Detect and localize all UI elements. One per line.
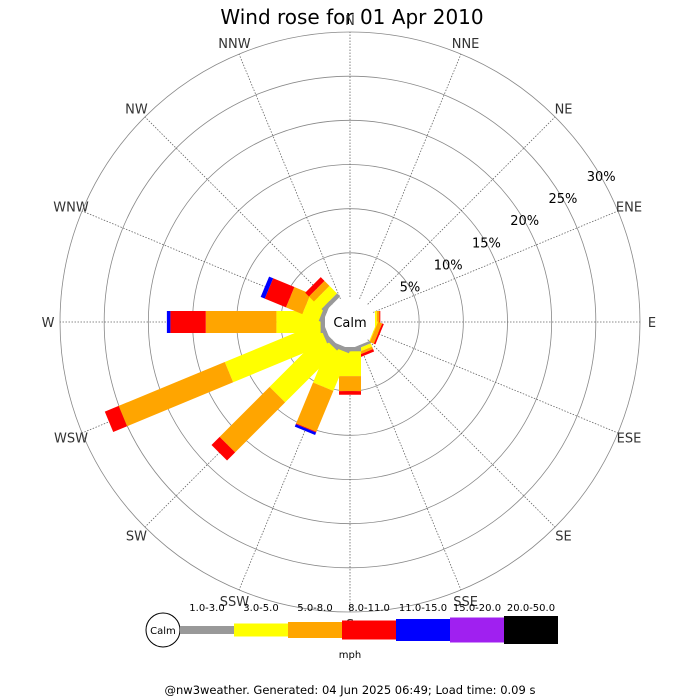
- wind-bar-segment: [313, 344, 349, 391]
- wind-bar-segment: [205, 311, 277, 333]
- ring-label: 20%: [510, 214, 539, 229]
- direction-label: N: [345, 14, 355, 29]
- wind-bar-segment: [166, 311, 171, 333]
- ring-label: 25%: [548, 192, 577, 207]
- wind-bar-segment: [373, 323, 384, 345]
- ring-label: 10%: [434, 258, 463, 273]
- wind-bar-segment: [368, 321, 379, 343]
- wind-bar-segment: [260, 276, 274, 299]
- direction-label: SE: [555, 530, 571, 545]
- grid-spoke: [372, 331, 619, 434]
- direction-label: WSW: [54, 432, 88, 447]
- speed-legend: Calm 1.0-3.0 3.0-5.0 5.0-8.0 8.0-11.0 11.0-15…: [145, 603, 558, 661]
- wind-bar-segment: [269, 335, 337, 403]
- legend-label: 8.0-11.0: [348, 603, 390, 614]
- calm-label: Calm: [333, 316, 366, 331]
- legend-swatch: [342, 620, 396, 640]
- wind-bar-segment: [308, 280, 330, 302]
- ring-label: 5%: [400, 280, 421, 295]
- grid-ring: [103, 75, 597, 569]
- footer-text: @nw3weather. Generated: 04 Jun 2025 06:4…: [165, 683, 536, 697]
- legend-label: 5.0-8.0: [297, 603, 332, 614]
- legend-swatch: [288, 622, 342, 638]
- wind-bar-segment: [313, 285, 337, 309]
- direction-label: NE: [555, 102, 573, 117]
- legend-swatch: [396, 619, 450, 641]
- legend-label: 15.0-20.0: [453, 603, 501, 614]
- legend-label: 3.0-5.0: [243, 603, 278, 614]
- wind-bar-segment: [118, 361, 234, 427]
- legend-swatch: [234, 623, 288, 637]
- wind-bar-segment: [104, 405, 128, 432]
- legend-calm-label: Calm: [150, 626, 176, 637]
- direction-label: E: [648, 316, 656, 331]
- legend-swatch: [450, 617, 504, 643]
- wind-bar-segment: [285, 287, 311, 315]
- grid-spoke: [144, 116, 333, 305]
- wind-bar-segment: [294, 424, 317, 435]
- legend-unit: mph: [339, 650, 361, 661]
- wind-bar-segment: [170, 311, 206, 333]
- wind-bar-segment: [296, 382, 334, 432]
- direction-label: NW: [125, 102, 148, 117]
- wind-bar-segment: [211, 436, 236, 461]
- chart-title: Wind rose for 01 Apr 2010: [220, 5, 483, 29]
- polar-grid: [59, 31, 641, 613]
- ring-label: 30%: [587, 170, 616, 185]
- wind-bar-segment: [295, 423, 317, 433]
- legend-swatch: [180, 626, 234, 634]
- direction-label: SSW: [220, 595, 250, 610]
- grid-spoke: [359, 344, 462, 591]
- wind-bar-segment: [339, 376, 361, 392]
- calm-circle-bg: [327, 299, 373, 345]
- grid-spoke: [367, 116, 556, 305]
- wind-bar-segment: [321, 293, 341, 313]
- direction-label: W: [42, 316, 55, 331]
- ring-label: 15%: [472, 236, 501, 251]
- ring-labels: 5% 10% 15% 20% 25% 30%: [400, 170, 616, 295]
- direction-label: NNE: [452, 37, 480, 52]
- legend-label: 20.0-50.0: [507, 603, 555, 614]
- direction-label: SSE: [453, 595, 478, 610]
- calm-circle: Calm: [327, 299, 373, 345]
- grid-spoke: [81, 210, 328, 313]
- direction-label: WNW: [53, 200, 89, 215]
- grid-spoke: [367, 339, 556, 528]
- legend-label: 1.0-3.0: [189, 603, 224, 614]
- wind-bar-segment: [339, 391, 361, 395]
- wind-bar-segment: [264, 278, 295, 308]
- grid-spoke: [238, 53, 341, 300]
- grid-spoke: [238, 344, 341, 591]
- wind-bar-segment: [224, 323, 328, 383]
- legend-label: 11.0-15.0: [399, 603, 447, 614]
- direction-label: ESE: [617, 432, 642, 447]
- direction-label: SW: [126, 530, 147, 545]
- wind-bar-segment: [219, 386, 286, 453]
- grid-spoke: [372, 210, 619, 313]
- direction-label: NNW: [218, 37, 250, 52]
- wind-bar-segment: [369, 321, 383, 344]
- direction-label: ENE: [616, 200, 642, 215]
- direction-labels: NNNENEENEEESESESSESSSWSWWSWWWNWNWNNW: [42, 14, 657, 633]
- grid-ring: [147, 119, 553, 525]
- legend-swatch: [504, 616, 558, 644]
- grid-spoke: [359, 53, 462, 300]
- wind-bars: [104, 276, 384, 461]
- wind-bar-segment: [305, 277, 325, 297]
